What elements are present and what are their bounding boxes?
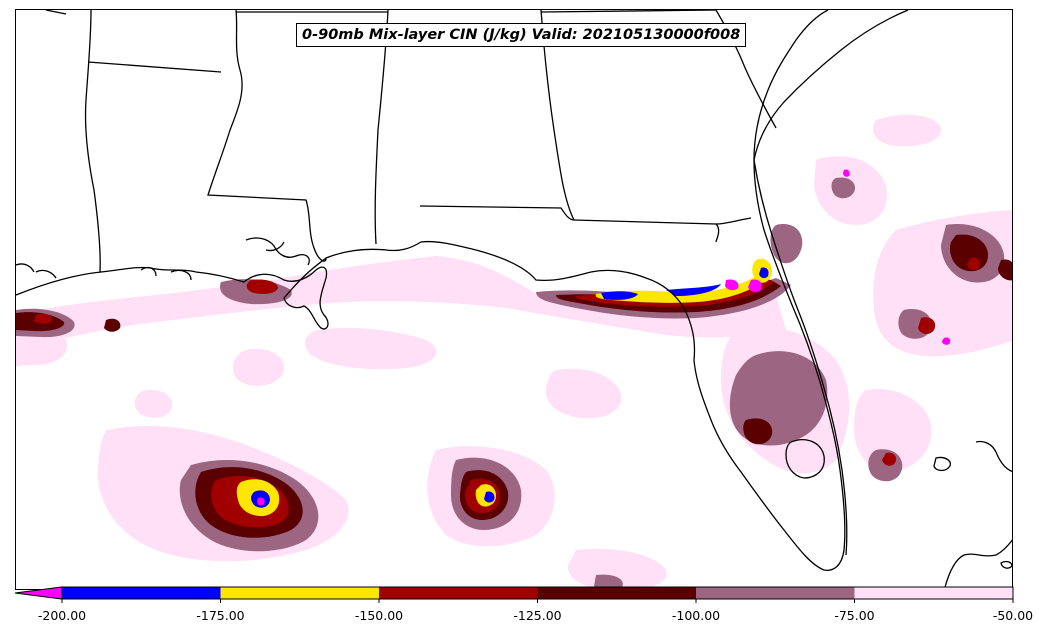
gulf-coastline bbox=[16, 10, 846, 571]
tn-state-line bbox=[45, 10, 717, 15]
colorbar-cell-2 bbox=[379, 587, 538, 599]
atlantic-coastline bbox=[753, 10, 909, 161]
fill-level-magenta bbox=[257, 169, 951, 506]
colorbar-tick-label-4: -100.00 bbox=[672, 608, 720, 623]
mississippi-river-border bbox=[207, 10, 327, 262]
colorbar-cell-1 bbox=[220, 587, 379, 599]
ga-fl-border bbox=[715, 217, 752, 225]
colorbar-tick-label-1: -175.00 bbox=[196, 608, 244, 623]
lake-okeechobee bbox=[785, 439, 825, 479]
colorbar-tick-label-3: -125.00 bbox=[513, 608, 561, 623]
colorbar-cell-4 bbox=[696, 587, 855, 599]
map-frame: 0-90mb Mix-layer CIN (J/kg) Valid: 20210… bbox=[15, 9, 1013, 590]
colorbar-tick-label-6: -50.00 bbox=[993, 608, 1033, 623]
colorbar-cell-5 bbox=[854, 587, 1013, 599]
cin-map bbox=[16, 10, 1012, 589]
fill-level-light-pink bbox=[16, 114, 1012, 589]
al-fl-border bbox=[419, 205, 720, 243]
colorbar-extend-below bbox=[14, 586, 63, 600]
tx-la-border bbox=[84, 10, 101, 273]
colorbar-cell-3 bbox=[537, 587, 696, 599]
colorbar-labels: -200.00 -175.00 -150.00 -125.00 -100.00 -75.0… bbox=[38, 608, 1033, 623]
cuba-coastline bbox=[943, 539, 1012, 589]
texas-bays bbox=[16, 263, 192, 281]
map-title: 0-90mb Mix-layer CIN (J/kg) Valid: 20210… bbox=[296, 23, 747, 47]
colorbar-tick-label-5: -75.00 bbox=[834, 608, 874, 623]
bahamas-islands bbox=[933, 440, 1012, 569]
ar-la-border bbox=[87, 61, 222, 73]
colorbar-cell-0 bbox=[62, 587, 221, 599]
cin-contour-fills bbox=[16, 114, 1012, 589]
colorbar-tick-label-2: -150.00 bbox=[355, 608, 403, 623]
colorbar-ticks bbox=[61, 599, 1014, 603]
louisiana-coast-details bbox=[245, 237, 310, 266]
florida-east-coast bbox=[753, 159, 848, 556]
geography-lines bbox=[16, 10, 1012, 589]
colorbar: -200.00 -175.00 -150.00 -125.00 -100.00 -75.0… bbox=[14, 586, 1033, 623]
colorbar-cells bbox=[14, 586, 1014, 600]
colorbar-tick-label-0: -200.00 bbox=[38, 608, 86, 623]
